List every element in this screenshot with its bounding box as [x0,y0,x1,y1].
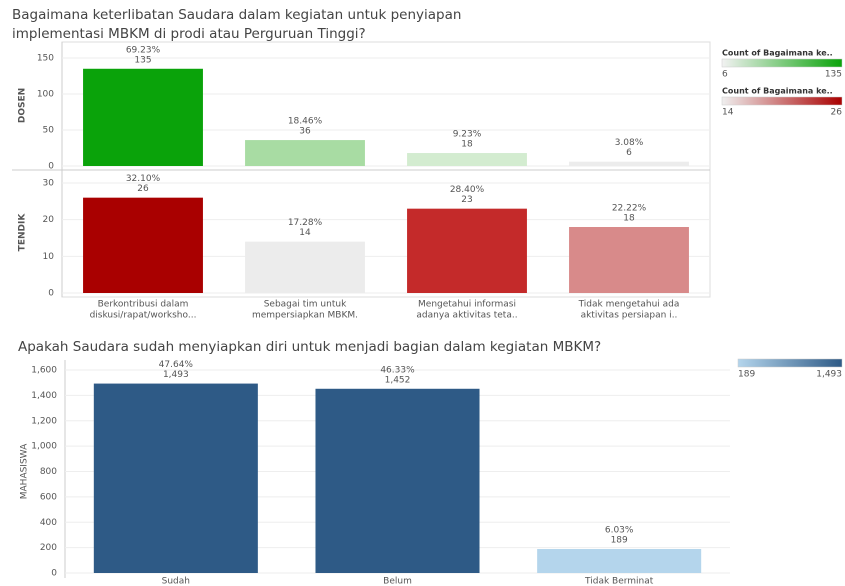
y-tick-label: 200 [40,543,57,553]
y-tick-label: 1,000 [31,442,57,452]
legend-label: 26 [831,108,843,118]
bar [407,153,527,166]
x-tick-label: Sudah [162,577,190,586]
value-label: 36 [299,127,311,137]
y-tick-label: 0 [48,162,54,172]
legend-ramp [721,58,843,68]
share-label: 32.10% [126,174,161,184]
value-label: 1,452 [385,375,411,385]
y-tick-label: 10 [43,252,55,262]
share-label: 18.46% [288,117,323,127]
share-label: 9.23% [453,130,482,140]
x-tick-label: mempersiapkan MBKM. [252,311,358,321]
bar [569,161,689,166]
value-label: 26 [137,184,149,194]
y-tick-label: 0 [48,289,54,299]
share-label: 6.03% [605,526,634,536]
y-tick-label: 20 [43,215,55,225]
legend-ramp [737,358,843,368]
share-label: 3.08% [615,138,644,148]
y-tick-label: 150 [37,53,54,63]
chart-title: Bagaimana keterlibatan Saudara dalam keg… [12,7,461,23]
share-label: 22.22% [612,204,647,214]
bar [407,208,527,293]
legend-label: 135 [825,70,842,80]
x-tick-label: Sebagai tim untuk [264,300,347,310]
bar [569,227,689,293]
x-tick-label: diskusi/rapat/worksho... [90,311,197,321]
y-tick-label: 1,200 [31,416,57,426]
legend-label: 6 [722,70,728,80]
chart-title: implementasi MBKM di prodi atau Pergurua… [12,26,366,42]
y-tick-label: 1,600 [31,366,57,376]
x-tick-label: aktivitas persiapan i.. [581,311,678,321]
y-tick-label: 400 [40,518,57,528]
y-tick-label: 600 [40,492,57,502]
x-tick-label: adanya aktivitas teta.. [416,311,517,321]
legend-label: 1,493 [816,370,842,380]
y-tick-label: 800 [40,467,57,477]
bar [83,68,203,166]
value-label: 135 [134,55,151,65]
legend-ramp [721,96,843,106]
legend-label: 14 [722,108,734,118]
share-label: 17.28% [288,218,323,228]
chart-title: Apakah Saudara sudah menyiapkan diri unt… [18,339,601,355]
y-tick-label: 1,400 [31,391,57,401]
bar [315,388,480,573]
x-tick-label: Tidak mengetahui ada [578,300,680,310]
y-axis-title: DOSEN [18,88,28,123]
legend-title: Count of Bagaimana ke.. [722,87,833,96]
share-label: 46.33% [380,365,415,375]
share-label: 69.23% [126,45,161,55]
y-axis-title: TENDIK [18,213,28,252]
value-label: 6 [626,148,632,158]
x-tick-label: Belum [383,577,412,586]
legend-label: 189 [738,370,755,380]
y-tick-label: 50 [43,125,55,135]
bar [93,383,258,573]
x-tick-label: Tidak Berminat [584,577,654,586]
share-label: 28.40% [450,185,485,195]
y-tick-label: 100 [37,89,54,99]
bar [537,549,702,573]
value-label: 189 [611,536,628,546]
value-label: 18 [461,140,473,150]
x-tick-label: Mengetahui informasi [418,300,516,310]
bar [245,241,365,293]
value-label: 14 [299,228,311,238]
y-axis-title: MAHASISWA [20,443,30,499]
value-label: 1,493 [163,370,189,380]
y-tick-label: 30 [43,179,55,189]
share-label: 47.64% [159,360,194,370]
legend-title: Count of Bagaimana ke.. [722,49,833,58]
bar [245,140,365,166]
x-tick-label: Berkontribusi dalam [98,300,189,310]
value-label: 23 [461,195,472,205]
value-label: 18 [623,214,635,224]
bar [83,197,203,293]
y-tick-label: 0 [51,569,57,579]
